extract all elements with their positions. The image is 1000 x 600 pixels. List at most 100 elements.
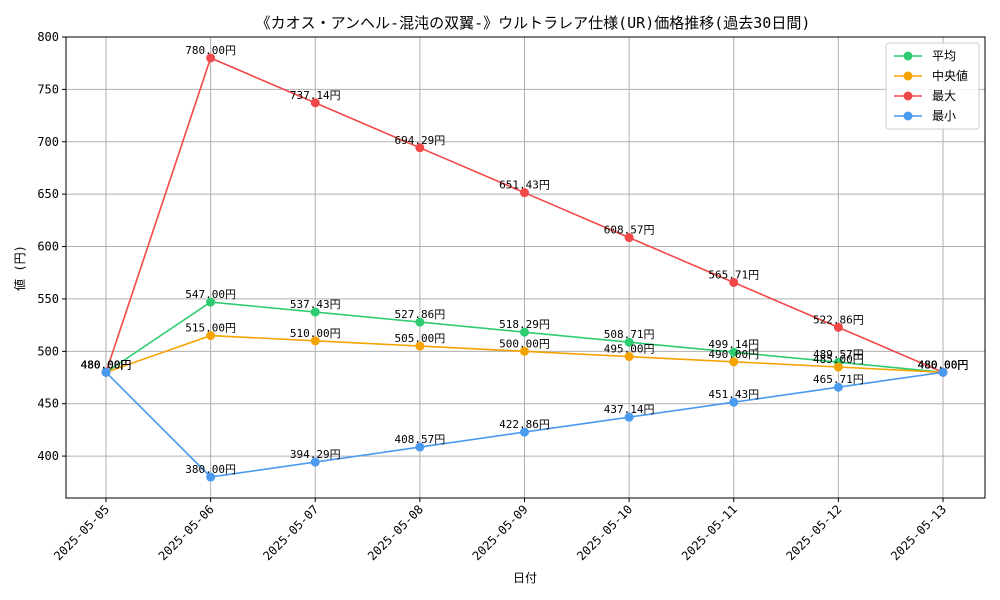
legend-label: 最小: [932, 109, 956, 123]
data-point: [206, 297, 216, 307]
y-axis-label: 値 (円): [12, 245, 27, 291]
data-point: [206, 331, 216, 341]
data-label: 608.57円: [604, 224, 655, 237]
x-tick-label: 2025-05-08: [365, 502, 426, 563]
data-point: [206, 53, 216, 63]
data-point: [310, 457, 320, 467]
y-tick-label: 600: [37, 240, 59, 254]
legend-item: 最小: [894, 109, 956, 123]
data-label: 565.71円: [708, 268, 759, 281]
x-tick-label: 2025-05-13: [888, 502, 949, 563]
x-tick-label: 2025-05-09: [470, 502, 531, 563]
data-point: [624, 233, 634, 243]
plot-frame: [65, 36, 986, 499]
data-point: [415, 341, 425, 351]
data-point: [624, 337, 634, 347]
data-label: 451.43円: [708, 388, 759, 401]
y-tick-label: 800: [37, 30, 59, 44]
data-label: 515.00円: [185, 322, 236, 335]
y-tick-label: 500: [37, 344, 59, 358]
data-point: [833, 362, 843, 372]
data-label: 694.29円: [395, 134, 446, 147]
data-label: 380.00円: [185, 463, 236, 476]
data-label: 437.14円: [604, 403, 655, 416]
legend-swatch-marker: [903, 111, 913, 121]
data-label: 485.00円: [813, 353, 864, 366]
data-point: [729, 347, 739, 357]
legend-label: 最大: [932, 89, 956, 103]
data-label: 547.00円: [185, 288, 236, 301]
data-point: [833, 382, 843, 392]
data-label: 527.86円: [395, 308, 446, 321]
data-label: 505.00円: [395, 332, 446, 345]
data-point: [729, 357, 739, 367]
x-axis-label: 日付: [513, 571, 537, 585]
x-tick-label: 2025-05-11: [679, 502, 740, 563]
legend-item: 最大: [894, 89, 956, 103]
data-label: 465.71円: [813, 373, 864, 386]
data-label: 480.00円: [918, 358, 969, 371]
data-point: [206, 472, 216, 482]
data-label: 522.86円: [813, 313, 864, 326]
legend-item: 平均: [894, 49, 956, 63]
data-label: 422.86円: [499, 418, 550, 431]
x-tick-label: 2025-05-06: [156, 502, 217, 563]
data-label: 508.71円: [604, 328, 655, 341]
data-point: [101, 367, 111, 377]
data-label: 500.00円: [499, 337, 550, 350]
data-point: [833, 322, 843, 332]
data-label: 408.57円: [395, 433, 446, 446]
data-label: 490.00円: [708, 348, 759, 361]
data-label: 394.29円: [290, 448, 341, 461]
y-tick-label: 700: [37, 135, 59, 149]
data-label: 780.00円: [185, 44, 236, 57]
data-point: [729, 277, 739, 287]
data-point: [520, 188, 529, 198]
data-point: [624, 352, 634, 362]
data-label: 537.43円: [290, 298, 341, 311]
x-axis-ticks: 2025-05-05 2025-05-06 2025-05-07 2025-05-08…: [51, 498, 949, 563]
data-point: [520, 327, 529, 337]
legend-swatch-marker: [903, 51, 913, 61]
data-point: [310, 98, 320, 108]
legend-box: [885, 42, 980, 130]
data-label: 480.00円: [918, 358, 969, 371]
data-point: [520, 346, 529, 356]
legend-label: 中央値: [932, 68, 968, 83]
legend-item: 中央値: [894, 68, 968, 83]
data-label: 480.00円: [81, 358, 132, 371]
data-label: 480.00円: [918, 358, 969, 371]
legend-swatch-marker: [903, 71, 913, 81]
y-tick-label: 550: [37, 292, 59, 306]
y-tick-label: 650: [37, 187, 59, 201]
data-point: [415, 317, 425, 327]
y-axis-ticks: 400 450 500 550 600 650 700 750 800: [37, 30, 66, 463]
data-label: 499.14円: [708, 338, 759, 351]
series-4: [101, 367, 948, 482]
data-label: 480.00円: [918, 358, 969, 371]
data-point: [520, 427, 529, 437]
data-label: 651.43円: [499, 179, 550, 192]
chart-title: 《カオス・アンヘル-混沌の双翼-》ウルトラレア仕様(UR)価格推移(過去30日間…: [256, 14, 811, 32]
x-tick-label: 2025-05-07: [260, 502, 321, 563]
y-tick-label: 750: [37, 82, 59, 96]
data-label: 518.29円: [499, 318, 550, 331]
legend-label: 平均: [932, 49, 956, 63]
data-point: [310, 336, 320, 346]
y-tick-label: 450: [37, 397, 59, 411]
data-labels: 480.00円 547.00円 537.43円 527.86円 518.29円 508.7…: [81, 44, 969, 476]
data-point: [310, 307, 320, 317]
data-point: [729, 397, 739, 407]
series-group: [101, 53, 948, 482]
data-label: 480.00円: [81, 358, 132, 371]
legend-swatch-marker: [903, 91, 913, 101]
y-tick-label: 400: [37, 449, 59, 463]
data-point: [624, 412, 634, 422]
x-tick-label: 2025-05-10: [574, 502, 635, 563]
data-point: [938, 367, 948, 377]
data-label: 737.14円: [290, 89, 341, 102]
data-label: 495.00円: [604, 343, 655, 356]
